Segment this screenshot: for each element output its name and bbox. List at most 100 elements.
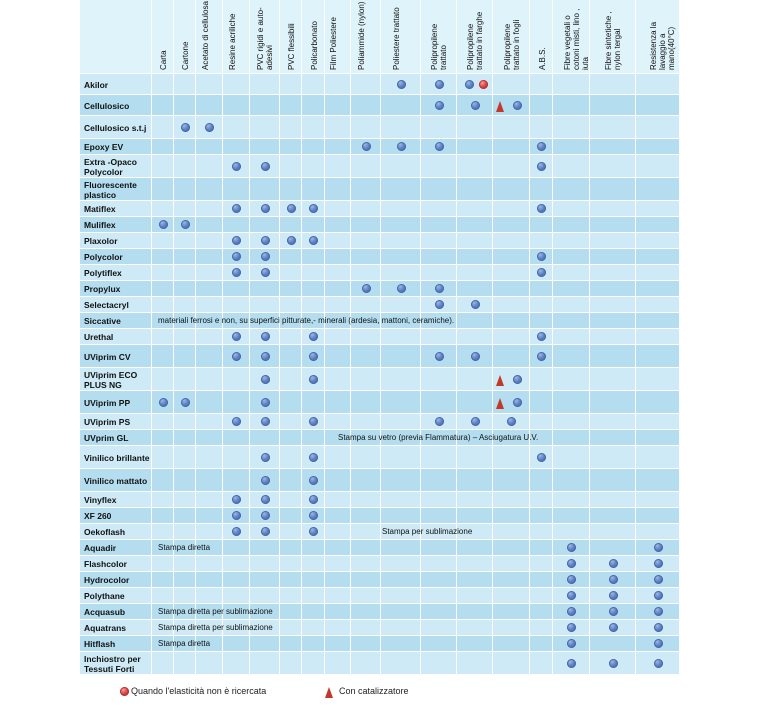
grid-cell [250,572,280,588]
grid-cell [351,540,381,556]
grid-cell [493,345,530,368]
grid-cell [152,368,174,391]
grid-cell [421,620,457,636]
grid-cell [174,313,196,329]
compatibility-dot [537,252,546,261]
row-label: XF 260 [84,511,112,521]
grid-cell [325,297,351,313]
compatibility-dot [608,607,618,616]
grid-cell [280,652,302,675]
grid-cell [493,508,530,524]
row-label-cell [80,116,152,139]
grid-cell [174,155,196,178]
grid-cell [152,652,174,675]
grid-cell [223,446,250,469]
grid-cell [325,95,351,116]
column-header: Polipropilene trattato in farghe [457,0,493,74]
row-label: UViprim CV [84,351,131,362]
grid-cell [553,233,590,249]
row-label: Propylux [84,284,121,294]
grid-cell [250,139,280,155]
grid-cell [530,368,553,391]
column-header: Poliammide (nylon) [351,0,381,74]
column-header: Policarbonato [302,0,325,74]
compatibility-dot [567,607,576,616]
grid-cell [250,540,280,556]
grid-cell [325,492,351,508]
grid-cell [381,652,421,675]
grid-cell [590,116,636,139]
compatibility-dot [260,475,270,485]
grid-cell [530,74,553,95]
grid-cell [457,524,493,540]
grid-cell [381,265,421,281]
grid-cell [351,201,381,217]
compatibility-dot [653,623,663,632]
grid-cell [250,588,280,604]
grid-cell [302,155,325,178]
grid-cell [493,139,530,155]
grid-cell [493,233,530,249]
compatibility-dot [232,527,241,536]
grid-cell [302,604,325,620]
column-header-label: PVC rigidi e auto-adesivi [256,7,274,70]
grid-cell [280,95,302,116]
grid-cell [196,368,223,391]
row-label: UViprim ECO PLUS NG [84,369,138,390]
grid-cell [590,201,636,217]
grid-cell [590,524,636,540]
grid-cell [152,508,174,524]
grid-cell [493,620,530,636]
grid-cell [174,588,196,604]
grid-cell [174,139,196,155]
header-corner [80,0,152,74]
grid-cell [250,604,280,620]
grid-cell [381,414,421,430]
grid-cell [280,524,302,540]
grid-cell [553,281,590,297]
compatibility-dot [309,204,318,213]
grid-cell [381,233,421,249]
grid-cell [174,368,196,391]
grid-cell [223,391,250,414]
grid-cell [553,217,590,233]
grid-cell [250,281,280,297]
grid-cell [530,233,553,249]
row-label: Acquasub [84,607,126,617]
compatibility-dot [309,417,318,426]
row-label-cell [80,540,152,556]
column-header-label: Film Poliestere [329,17,338,70]
grid-cell [325,178,351,201]
row-label-cell [80,636,152,652]
grid-cell [636,265,680,281]
grid-cell [493,604,530,620]
grid-cell [530,95,553,116]
grid-cell [636,313,680,329]
grid-cell [636,139,680,155]
grid-cell [152,74,174,95]
compatibility-dot [608,591,618,600]
grid-cell [280,297,302,313]
grid-cell [196,572,223,588]
grid-cell [174,345,196,368]
grid-cell [223,74,250,95]
column-header-label: Resine acriliche [227,13,237,70]
grid-cell [351,572,381,588]
grid-cell [421,469,457,492]
compatibility-dot [260,252,270,261]
grid-cell [457,265,493,281]
grid-cell [457,636,493,652]
column-header-label: Policarbonato [309,21,319,70]
row-label-cell [80,249,152,265]
grid-cell [421,155,457,178]
grid-cell [590,368,636,391]
grid-cell [280,540,302,556]
grid-cell [457,74,493,95]
grid-cell [351,604,381,620]
grid-cell [590,430,636,446]
compatibility-dot [309,374,318,384]
grid-cell [152,636,174,652]
row-label-cell [80,524,152,540]
grid-cell [250,74,280,95]
compatibility-dot [567,639,576,648]
